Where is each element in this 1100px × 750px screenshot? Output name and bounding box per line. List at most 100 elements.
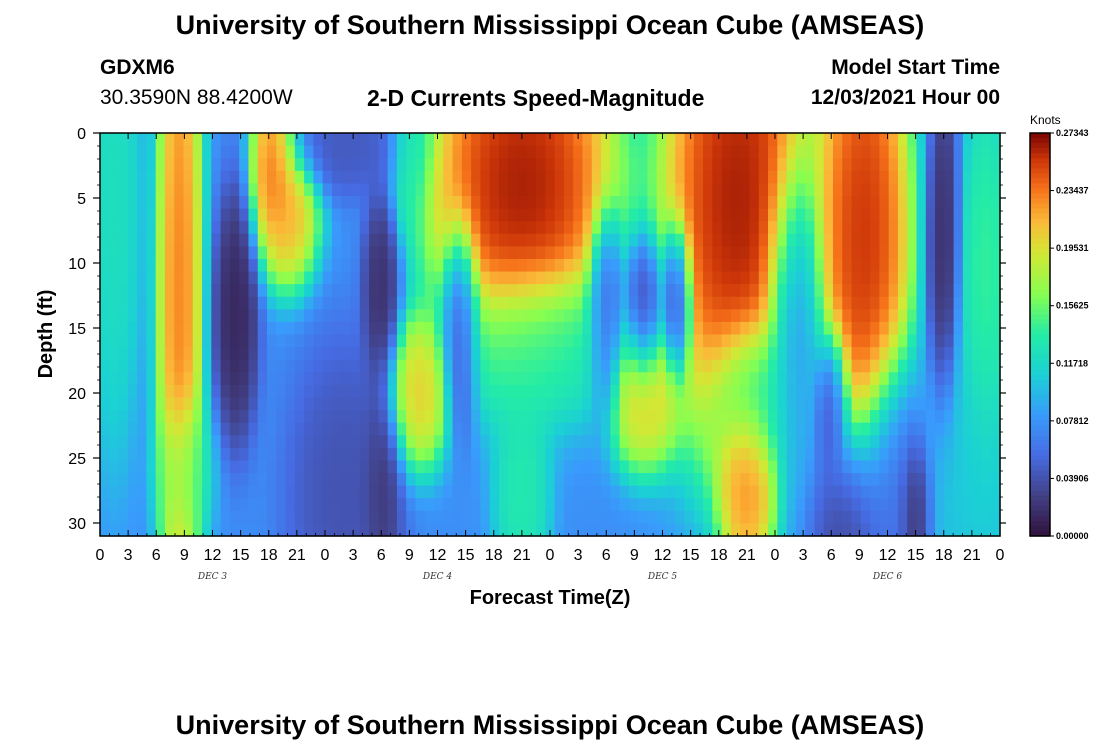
heatmap-cell <box>749 183 760 197</box>
heatmap-cell <box>396 347 407 361</box>
heatmap-cell <box>795 233 806 247</box>
heatmap-cell <box>832 422 843 436</box>
heatmap-cell <box>740 158 751 172</box>
heatmap-cell <box>647 384 658 399</box>
heatmap-cell <box>285 523 296 537</box>
heatmap-cell <box>665 447 676 462</box>
heatmap-cell <box>981 498 992 512</box>
heatmap-cell <box>842 195 853 210</box>
heatmap-cell <box>480 195 491 210</box>
heatmap-cell <box>164 347 175 361</box>
heatmap-cell <box>721 233 732 247</box>
heatmap-cell <box>239 384 250 399</box>
colorbar-swatch <box>1030 178 1050 184</box>
heatmap-cell <box>814 485 825 499</box>
heatmap-cell <box>610 498 621 512</box>
heatmap-cell <box>721 309 732 323</box>
heatmap-cell <box>953 510 964 524</box>
heatmap-cell <box>220 347 231 361</box>
colorbar-swatch <box>1030 435 1050 441</box>
heatmap-cell <box>972 422 983 436</box>
heatmap-cell <box>276 246 287 260</box>
heatmap-cell <box>350 510 361 524</box>
heatmap-cell <box>573 359 584 373</box>
heatmap-cell <box>331 309 342 323</box>
heatmap-cell <box>239 170 250 184</box>
heatmap-cell <box>675 296 686 310</box>
heatmap-cell <box>229 233 240 247</box>
heatmap-cell <box>768 334 778 348</box>
heatmap-cell <box>675 158 686 172</box>
heatmap-cell <box>703 284 713 298</box>
heatmap-cell <box>786 334 797 348</box>
heatmap-cell <box>471 523 482 537</box>
heatmap-cell <box>137 246 147 260</box>
heatmap-cell <box>480 208 491 222</box>
heatmap-cell <box>341 359 352 373</box>
heatmap-cell <box>257 473 268 487</box>
heatmap-cell <box>554 447 565 462</box>
heatmap-cell <box>322 447 333 462</box>
heatmap-cell <box>916 296 927 310</box>
heatmap-cell <box>387 372 398 386</box>
heatmap-cell <box>897 397 908 411</box>
x-tick-label: 18 <box>260 547 278 564</box>
heatmap-cell <box>471 359 482 373</box>
heatmap-cell <box>536 359 546 373</box>
heatmap-cell <box>981 246 992 260</box>
heatmap-cell <box>647 246 658 260</box>
heatmap-cell <box>396 485 407 499</box>
colorbar-swatch <box>1030 263 1050 270</box>
heatmap-cell <box>461 208 472 222</box>
heatmap-cell <box>341 133 352 147</box>
heatmap-cell <box>304 510 314 524</box>
heatmap-cell <box>851 170 862 184</box>
heatmap-cell <box>582 372 593 386</box>
heatmap-cell <box>638 347 649 361</box>
heatmap-cell <box>935 170 945 184</box>
heatmap-cell <box>768 397 778 411</box>
heatmap-cell <box>294 334 305 348</box>
heatmap-cell <box>675 347 686 361</box>
heatmap-cell <box>972 321 983 336</box>
day-label: DEC 4 <box>422 572 453 582</box>
heatmap-cell <box>294 271 305 285</box>
heatmap-cell <box>313 498 324 512</box>
heatmap-cell <box>619 485 630 499</box>
heatmap-cell <box>276 183 287 197</box>
heatmap-cell <box>721 485 732 499</box>
heatmap-cell <box>721 410 732 424</box>
colorbar-swatch <box>1030 495 1050 502</box>
heatmap-cell <box>573 271 584 285</box>
heatmap-cell <box>239 397 250 411</box>
heatmap-cell <box>387 296 398 310</box>
heatmap-cell <box>248 208 259 222</box>
heatmap-cell <box>907 195 918 210</box>
heatmap-cell <box>953 296 964 310</box>
heatmap-cell <box>369 309 379 323</box>
heatmap-cell <box>693 233 704 247</box>
heatmap-cell <box>925 208 936 222</box>
heatmap-cell <box>350 384 361 399</box>
heatmap-cell <box>100 347 110 361</box>
heatmap-cell <box>703 410 713 424</box>
heatmap-cell <box>100 397 110 411</box>
heatmap-cell <box>137 133 147 147</box>
heatmap-cell <box>962 435 973 449</box>
heatmap-cell <box>406 170 417 184</box>
colorbar-swatch <box>1030 334 1050 341</box>
heatmap-cell <box>842 221 853 235</box>
heatmap-cell <box>137 284 147 298</box>
heatmap-cell <box>601 246 611 260</box>
heatmap-cell <box>452 145 463 159</box>
heatmap-cell <box>369 447 379 462</box>
heatmap-cell <box>703 334 713 348</box>
heatmap-cell <box>953 221 964 235</box>
heatmap-cell <box>703 133 713 147</box>
colorbar-swatch <box>1030 329 1050 336</box>
heatmap-cell <box>665 397 676 411</box>
heatmap-cell <box>378 233 389 247</box>
heatmap-cell <box>109 523 120 537</box>
heatmap-cell <box>211 372 222 386</box>
heatmap-cell <box>795 246 806 260</box>
